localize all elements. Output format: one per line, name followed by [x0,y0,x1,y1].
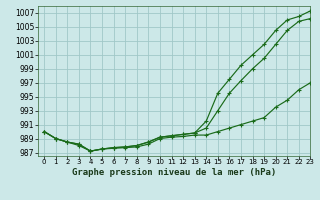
X-axis label: Graphe pression niveau de la mer (hPa): Graphe pression niveau de la mer (hPa) [72,168,276,177]
